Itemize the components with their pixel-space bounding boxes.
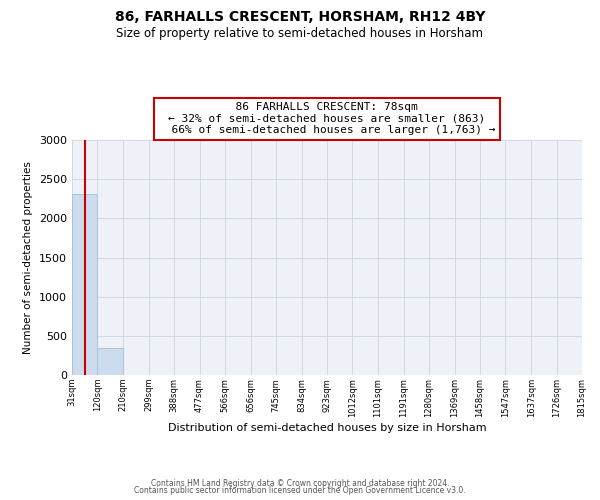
Text: Contains public sector information licensed under the Open Government Licence v3: Contains public sector information licen…: [134, 486, 466, 495]
Text: 86 FARHALLS CRESCENT: 78sqm  
← 32% of semi-detached houses are smaller (863)
  : 86 FARHALLS CRESCENT: 78sqm ← 32% of sem…: [158, 102, 496, 136]
Text: 86, FARHALLS CRESCENT, HORSHAM, RH12 4BY: 86, FARHALLS CRESCENT, HORSHAM, RH12 4BY: [115, 10, 485, 24]
Bar: [97, 348, 123, 375]
Text: Contains HM Land Registry data © Crown copyright and database right 2024.: Contains HM Land Registry data © Crown c…: [151, 478, 449, 488]
Text: Size of property relative to semi-detached houses in Horsham: Size of property relative to semi-detach…: [116, 28, 484, 40]
Bar: [72, 194, 97, 375]
Y-axis label: Number of semi-detached properties: Number of semi-detached properties: [23, 161, 34, 354]
X-axis label: Distribution of semi-detached houses by size in Horsham: Distribution of semi-detached houses by …: [167, 422, 487, 432]
